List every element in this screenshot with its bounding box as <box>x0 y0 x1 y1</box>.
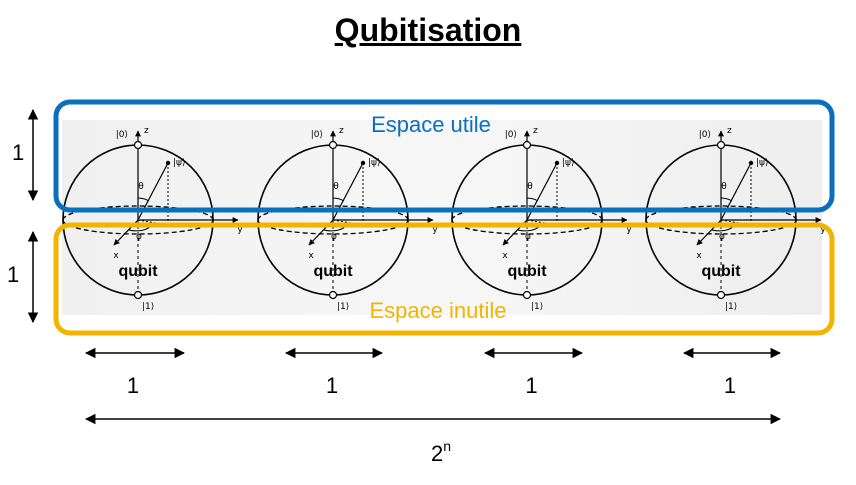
ket-zero-label: |0⟩ <box>699 130 711 140</box>
bloch-background <box>62 120 822 315</box>
qubit-label: qubit <box>118 263 158 280</box>
ket-one-label: |1⟩ <box>337 302 349 312</box>
width-arrows: 1 1 1 1 <box>84 347 782 398</box>
theta-label: θ <box>138 182 144 192</box>
y-axis-label: y <box>237 225 243 235</box>
theta-label: θ <box>721 182 727 192</box>
useless-space-label: Espace inutile <box>370 298 507 323</box>
total-width-base: 2 <box>431 441 443 466</box>
theta-label: θ <box>527 182 533 192</box>
ket-zero-label: |0⟩ <box>505 130 517 140</box>
z-axis-label: z <box>533 126 538 136</box>
z-axis-label: z <box>144 126 149 136</box>
x-axis-label: x <box>502 251 508 261</box>
width-label: 1 <box>127 373 139 398</box>
bloch-sphere: |0⟩ z |ψ⟩ θ y x φ |1⟩ qubit <box>451 126 632 312</box>
width-label: 1 <box>724 373 736 398</box>
pole-zero <box>133 140 143 150</box>
equator-back <box>257 205 409 221</box>
width-label: 1 <box>326 373 338 398</box>
phi-label: φ <box>331 232 337 242</box>
z-axis-label: z <box>339 126 344 136</box>
x-axis-label: x <box>308 251 314 261</box>
pole-one <box>133 290 143 300</box>
pole-zero <box>328 140 338 150</box>
psi-label: |ψ⟩ <box>173 158 185 168</box>
qubit-label: qubit <box>313 263 353 280</box>
qubit-label: qubit <box>701 263 741 280</box>
phi-label: φ <box>719 232 725 242</box>
equator-back <box>645 205 797 221</box>
x-axis-label: x <box>113 251 119 261</box>
ket-zero-label: |0⟩ <box>311 130 323 140</box>
y-axis-label: y <box>432 225 438 235</box>
ket-one-label: |1⟩ <box>142 302 154 312</box>
width-label: 1 <box>525 373 537 398</box>
pole-one <box>716 290 726 300</box>
ket-one-label: |1⟩ <box>725 302 737 312</box>
x-axis-label: x <box>696 251 702 261</box>
useful-space-label: Espace utile <box>371 112 491 137</box>
theta-arc <box>332 197 345 202</box>
theta-arc <box>720 197 733 202</box>
total-width-label: 2n <box>431 438 451 466</box>
phi-label: φ <box>525 232 531 242</box>
page-title: Qubitisation <box>334 12 522 48</box>
bloch-sphere: |0⟩ z |ψ⟩ θ y x φ |1⟩ qubit <box>257 126 438 312</box>
pole-one <box>328 290 338 300</box>
total-width-exponent: n <box>443 438 451 454</box>
height-label-lower: 1 <box>7 262 19 287</box>
qubit-label: qubit <box>507 263 547 280</box>
theta-arc <box>526 197 539 202</box>
theta-arc <box>137 197 150 202</box>
height-label-upper: 1 <box>12 140 24 165</box>
ket-zero-label: |0⟩ <box>116 130 128 140</box>
psi-label: |ψ⟩ <box>756 158 768 168</box>
y-axis-label: y <box>820 225 826 235</box>
pole-zero <box>716 140 726 150</box>
useless-space-box <box>53 222 835 336</box>
equator-back <box>62 205 214 221</box>
ket-one-label: |1⟩ <box>531 302 543 312</box>
psi-label: |ψ⟩ <box>562 158 574 168</box>
psi-label: |ψ⟩ <box>368 158 380 168</box>
equator-back <box>451 205 603 221</box>
pole-zero <box>522 140 532 150</box>
theta-label: θ <box>333 182 339 192</box>
y-axis-label: y <box>626 225 632 235</box>
z-axis-label: z <box>727 126 732 136</box>
phi-label: φ <box>136 232 142 242</box>
pole-one <box>522 290 532 300</box>
useful-space-box <box>53 99 835 213</box>
